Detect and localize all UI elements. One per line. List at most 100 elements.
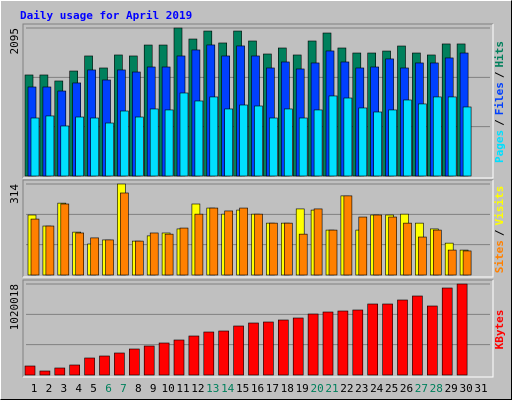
bar xyxy=(129,348,140,376)
bar xyxy=(75,116,84,177)
bar xyxy=(90,117,99,177)
bar xyxy=(456,283,468,376)
x-tick-label: 17 xyxy=(266,382,279,395)
y-tick-label: 314 xyxy=(8,184,21,204)
legend-entry: Hits xyxy=(493,41,506,68)
bar xyxy=(337,310,349,376)
bar xyxy=(164,233,174,276)
bar xyxy=(343,97,353,177)
x-tick-label: 29 xyxy=(445,382,458,395)
panel-edge-light xyxy=(23,180,494,278)
bar xyxy=(307,313,319,376)
panel-edge-dark xyxy=(22,179,493,277)
bar xyxy=(462,106,472,177)
legend: Pages / Files / Hits xyxy=(493,41,506,163)
x-tick-label: 9 xyxy=(150,382,157,395)
x-tick-label: 8 xyxy=(135,382,142,395)
panel-edge-dark xyxy=(22,279,493,377)
bar xyxy=(343,195,353,276)
x-tick-label: 13 xyxy=(206,382,219,395)
bar xyxy=(397,299,408,376)
bar xyxy=(105,122,114,177)
legend: KBytes xyxy=(493,310,506,350)
bar xyxy=(313,208,323,276)
bar xyxy=(418,103,427,177)
bar xyxy=(90,237,99,276)
x-tick-label: 2 xyxy=(46,382,53,395)
x-tick-label: 18 xyxy=(281,382,294,395)
legend-entry: KBytes xyxy=(493,310,506,350)
x-tick-label: 16 xyxy=(251,382,264,395)
bar xyxy=(69,364,80,376)
panel-edge-dark xyxy=(22,23,493,178)
x-tick-label: 26 xyxy=(400,382,413,395)
x-tick-label: 4 xyxy=(75,382,82,395)
bar xyxy=(248,322,259,376)
legend-entry: Pages xyxy=(493,130,506,163)
x-tick-label: 28 xyxy=(430,382,443,395)
legend-separator: / xyxy=(493,119,506,126)
bar xyxy=(84,357,95,376)
legend: Sites / Visits xyxy=(493,186,506,274)
bar xyxy=(135,240,144,276)
legend-entry: Sites xyxy=(493,240,506,273)
bar xyxy=(239,207,248,276)
x-tick-label: 15 xyxy=(236,382,249,395)
bar xyxy=(447,249,457,276)
bar xyxy=(367,303,379,376)
bar xyxy=(194,100,204,177)
bar xyxy=(218,330,229,376)
legend-entry: Visits xyxy=(493,186,506,226)
bar xyxy=(60,203,70,276)
bar xyxy=(99,355,110,376)
x-tick-label: 5 xyxy=(90,382,97,395)
bar xyxy=(143,345,155,376)
bar xyxy=(292,317,304,376)
bar xyxy=(432,229,442,276)
bar xyxy=(224,108,233,177)
bar xyxy=(358,216,368,276)
bar xyxy=(313,109,323,177)
bar xyxy=(120,192,129,276)
bar xyxy=(203,331,215,376)
bar xyxy=(269,222,278,276)
bar xyxy=(358,107,368,177)
bar xyxy=(54,367,66,376)
bar xyxy=(462,250,472,276)
bar xyxy=(158,342,170,376)
bar xyxy=(426,305,438,376)
bar xyxy=(188,335,200,376)
x-tick-label: 30 xyxy=(459,382,472,395)
bar xyxy=(239,104,248,177)
bar xyxy=(322,311,334,376)
x-tick-label: 10 xyxy=(161,382,174,395)
bar xyxy=(254,213,263,276)
x-tick-label: 3 xyxy=(60,382,67,395)
y-tick-label: 2095 xyxy=(8,28,21,55)
bar xyxy=(403,99,412,177)
bar xyxy=(75,232,84,276)
chart-title: Daily usage for April 2019 xyxy=(20,9,192,22)
bar xyxy=(233,325,244,376)
bar xyxy=(224,210,233,276)
x-tick-label: 22 xyxy=(340,382,353,395)
panel-edge-light xyxy=(23,24,494,179)
x-tick-label: 1 xyxy=(31,382,38,395)
bar xyxy=(328,229,338,276)
bar xyxy=(277,319,289,376)
bar xyxy=(263,321,274,376)
legend-entry: Files xyxy=(493,82,506,115)
bar xyxy=(164,109,174,177)
bar xyxy=(283,222,293,276)
bar xyxy=(45,115,55,177)
legend-separator: / xyxy=(493,71,506,78)
bar xyxy=(209,207,219,276)
bar xyxy=(60,125,70,177)
bar xyxy=(373,111,383,177)
x-tick-label: 31 xyxy=(474,382,487,395)
bar xyxy=(388,109,397,177)
x-tick-label: 27 xyxy=(415,382,428,395)
bar xyxy=(179,92,189,177)
